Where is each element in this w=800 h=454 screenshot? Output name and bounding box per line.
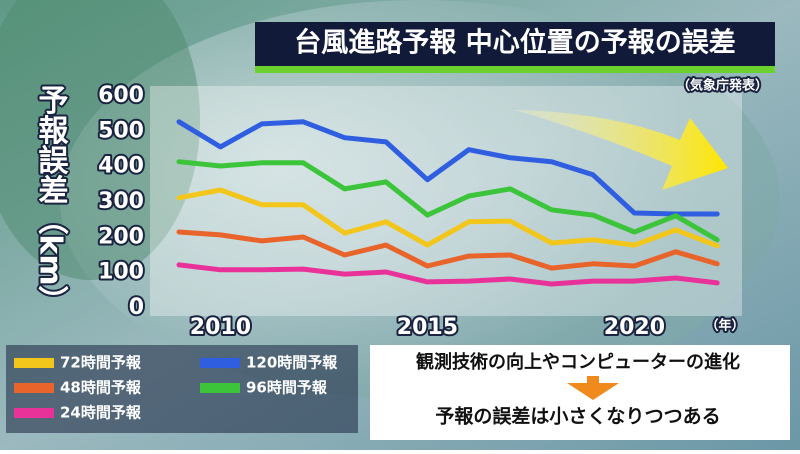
y-tick-label: 100: [98, 260, 144, 285]
annotation-box: [370, 345, 790, 440]
legend-swatch: [14, 358, 54, 368]
legend-swatch: [200, 383, 240, 393]
x-tick-label: 2020: [604, 315, 665, 340]
annotation: 予報の誤差は小さくなりつつある: [435, 405, 720, 428]
y-tick-label: 600: [98, 83, 144, 108]
x-unit-label: （年）: [705, 318, 744, 334]
title-underline: [255, 66, 775, 73]
y-tick-label: 500: [98, 118, 144, 143]
y-tick-label: 200: [98, 224, 144, 249]
chart-title: 台風進路予報 中心位置の予報の誤差: [294, 27, 735, 59]
legend-label: 96時間予報: [246, 379, 328, 397]
annotation-arrow: [567, 376, 619, 400]
legend-swatch: [14, 408, 54, 418]
trend-arrow: [515, 110, 728, 190]
annotation: 観測技術の向上やコンピューターの進化: [416, 351, 740, 373]
title-box: [255, 22, 775, 66]
series-line: [176, 187, 720, 249]
legend-label: 48時間予報: [60, 379, 142, 397]
legend-label: 24時間予報: [60, 404, 142, 422]
series-line: [176, 119, 720, 217]
y-tick-label: 300: [98, 189, 144, 214]
x-tick-label: 2010: [190, 315, 251, 340]
legend-box: [6, 345, 358, 433]
y-axis-label: 予報誤差（km）: [33, 84, 69, 315]
legend-swatch: [14, 383, 54, 393]
y-tick-label: 400: [98, 154, 144, 179]
legend-label: 72時間予報: [60, 354, 142, 372]
x-tick-label: 2015: [397, 315, 458, 340]
series-line: [176, 159, 720, 243]
legend-label: 120時間予報: [246, 354, 338, 372]
subtitle: （気象庁発表）: [677, 78, 768, 94]
land: [0, 0, 200, 280]
series-line: [176, 262, 720, 287]
cloud: [60, 0, 780, 400]
series-line: [176, 229, 720, 271]
legend-swatch: [200, 358, 240, 368]
y-tick-label: 0: [129, 295, 144, 320]
